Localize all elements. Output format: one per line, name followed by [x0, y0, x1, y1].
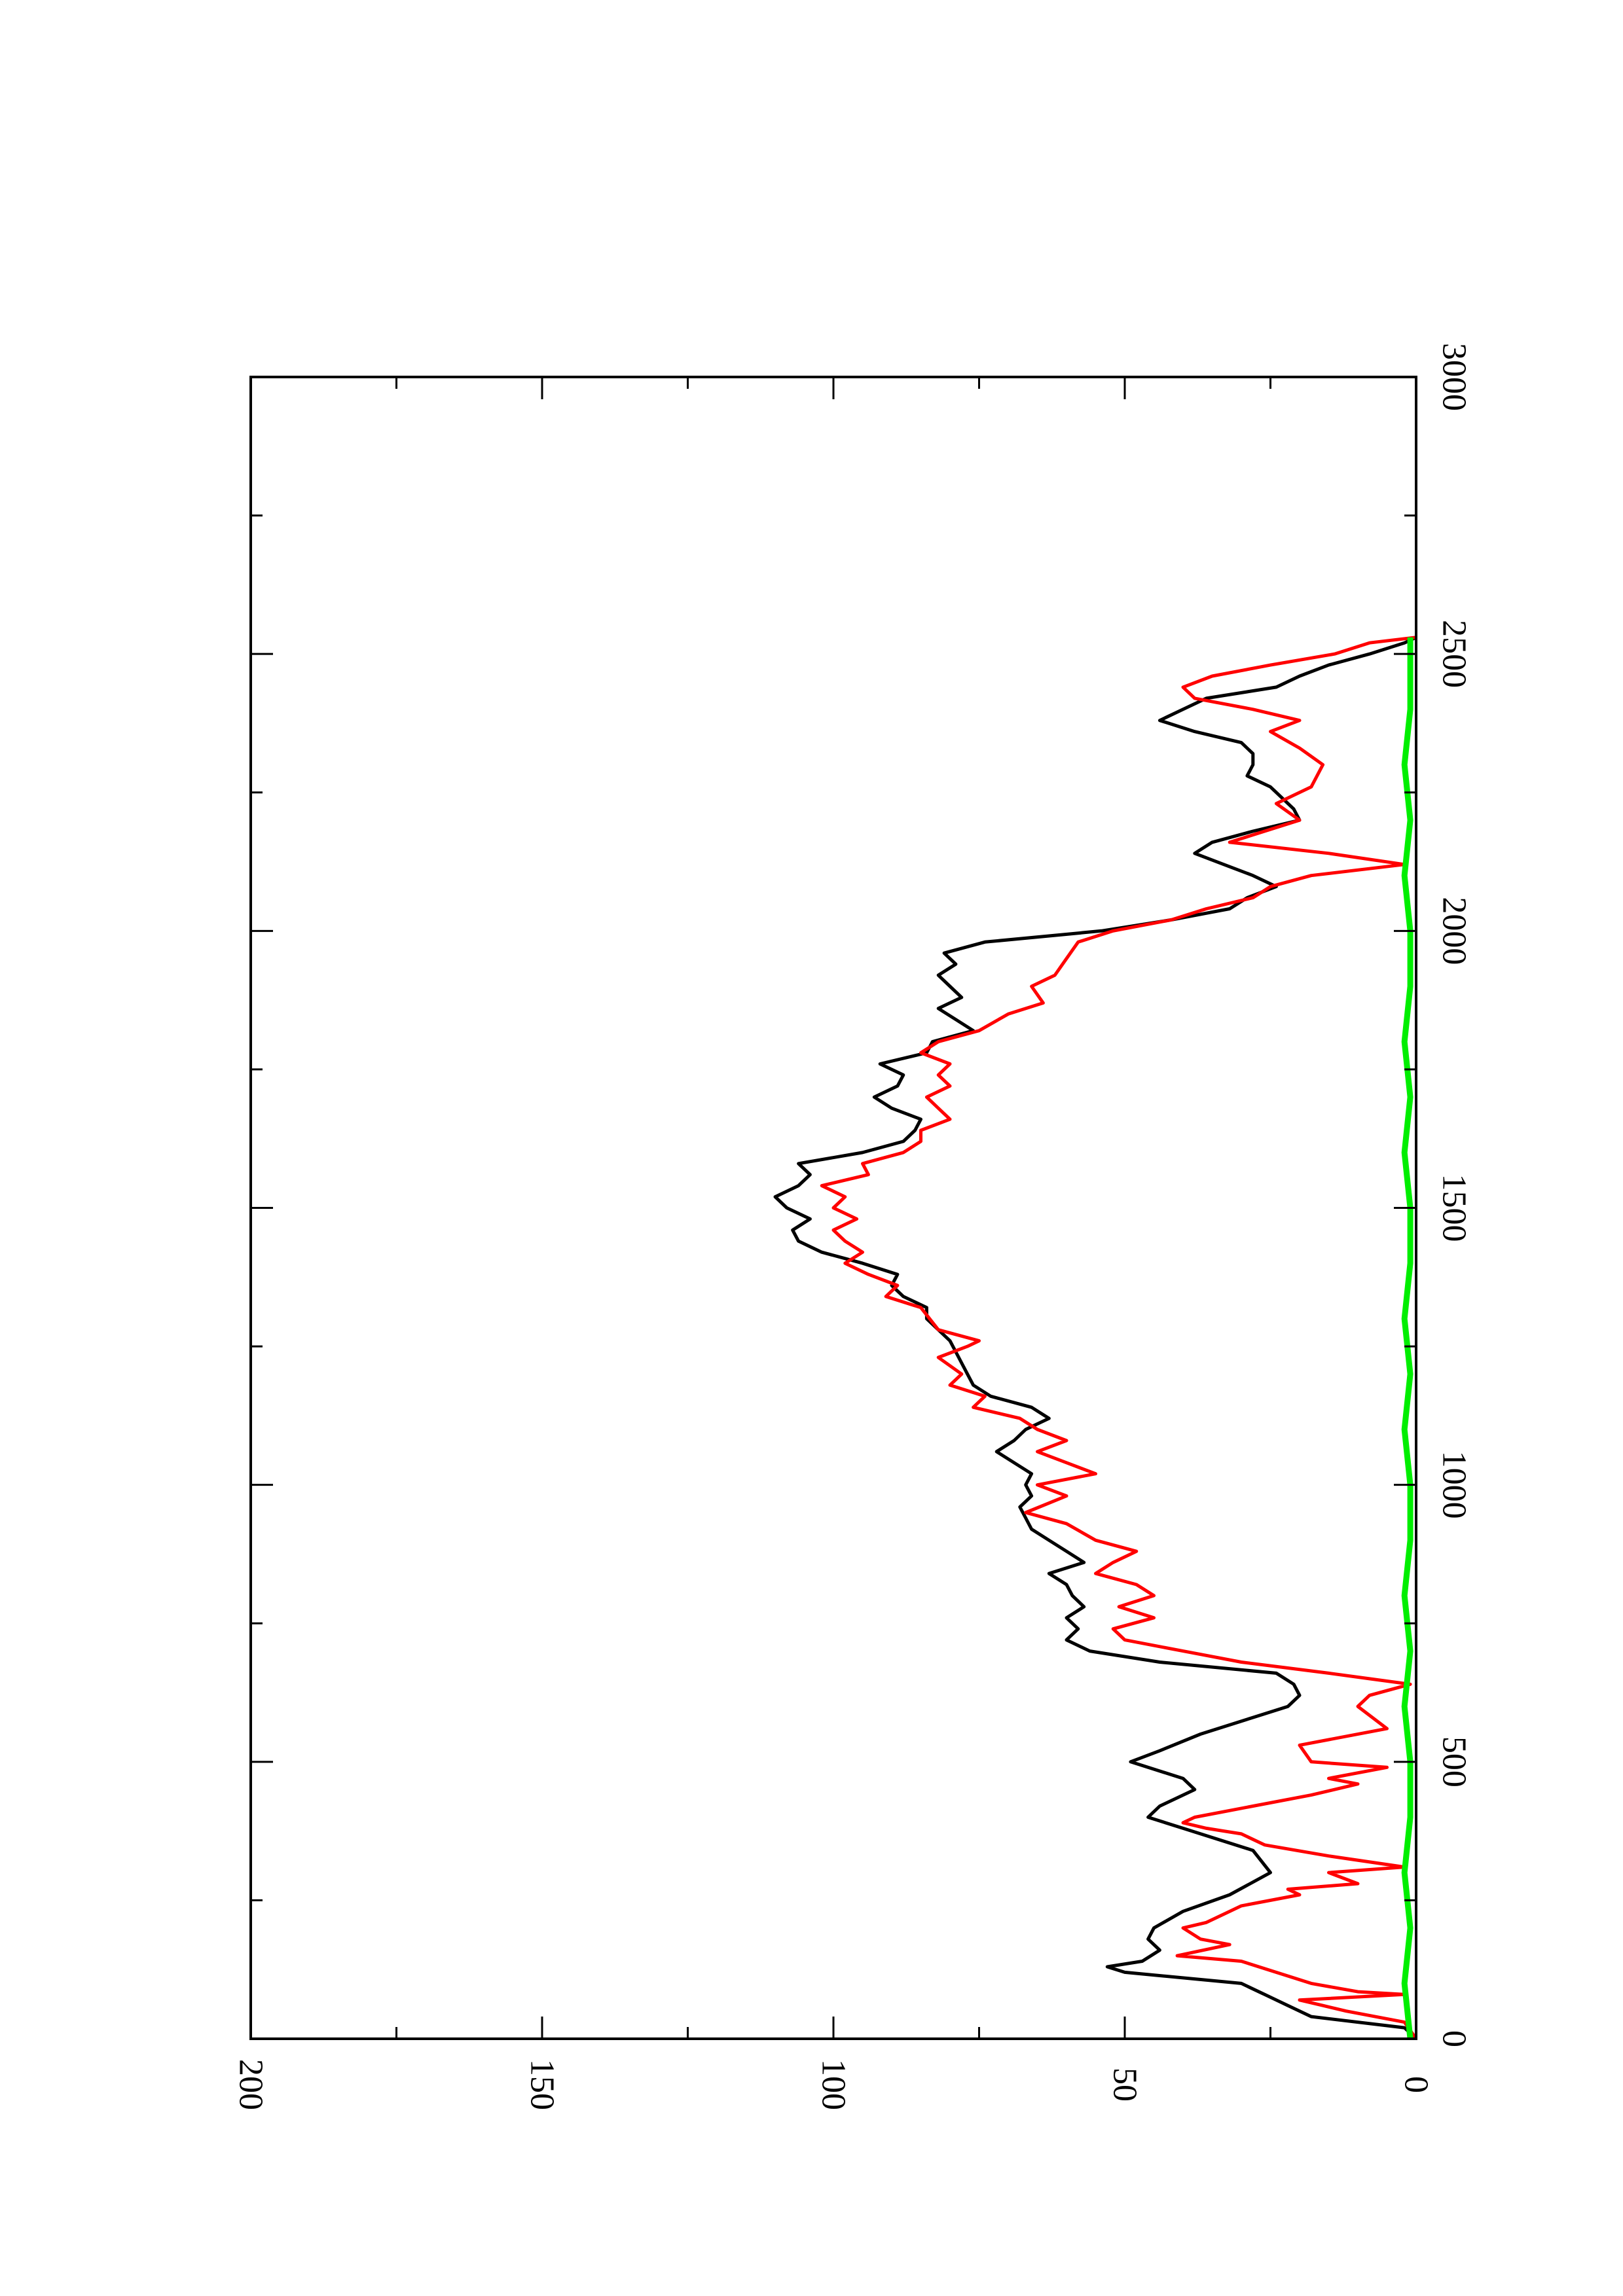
y-tick-label: 100: [815, 2059, 852, 2110]
series-line-2: [820, 636, 1418, 2040]
y-tick-label: 150: [524, 2059, 561, 2110]
y-tick-label: 200: [232, 2059, 270, 2110]
labels-layer: 0 500 1000 1500 2000 2500 3000 0 50 100 150 200: [232, 343, 1473, 2110]
x-tick-label: 1500: [1436, 1174, 1473, 1242]
x-tick-label: 0: [1436, 2030, 1473, 2047]
x-tick-label: 3000: [1436, 343, 1473, 411]
y-tick-label: 50: [1106, 2068, 1144, 2102]
ticks-layer: [249, 376, 1417, 2040]
x-tick-label: 500: [1436, 1736, 1473, 1787]
y-tick-label: 0: [1398, 2076, 1435, 2093]
x-tick-label: 1000: [1436, 1451, 1473, 1519]
x-tick-label: 2500: [1436, 620, 1473, 688]
series-line-1: [773, 636, 1417, 2040]
series-line-3: [1401, 637, 1413, 2039]
series-layer: [773, 636, 1418, 2040]
x-tick-label: 2000: [1436, 897, 1473, 965]
